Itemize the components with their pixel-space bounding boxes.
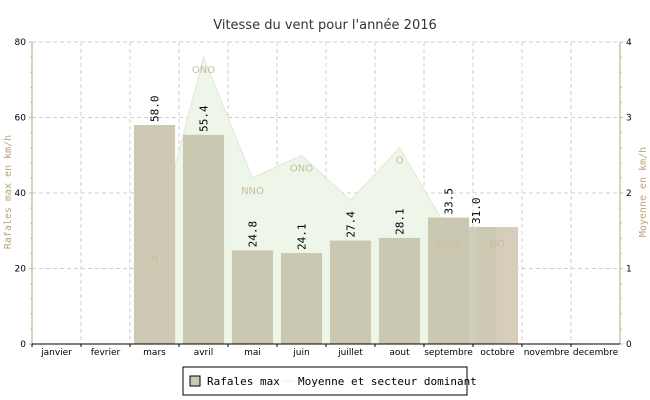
sector-label: ONO (192, 65, 215, 76)
bar (378, 237, 421, 344)
sector-label: NO (490, 239, 505, 250)
x-tick-label: mai (244, 348, 261, 358)
axes: 0 20 40 60 80 0 1 2 3 4 janvier fevrier mars avril mai… (15, 38, 632, 358)
x-tick-label: septembre (424, 348, 473, 358)
bar-value-label: 31.0 (470, 197, 483, 224)
x-tick-label: mars (143, 348, 166, 358)
sector-label: O (396, 156, 404, 167)
bar-value-label: 24.1 (296, 224, 309, 251)
bar-value-label: 55.4 (198, 105, 211, 132)
y-tick-label: 20 (15, 265, 27, 275)
legend-label-bars: Rafales max (207, 375, 280, 388)
x-tick-label: octobre (480, 348, 515, 358)
grid (32, 41, 620, 344)
x-tick-label: decembre (573, 348, 619, 358)
y2-tick-label: 0 (626, 340, 632, 350)
y-axis-label: Rafales max en km/h (3, 135, 14, 249)
bar (329, 240, 372, 344)
labels: 58.0 55.424.8 24.1 27.4 28.133.5 31.0NONONNOO… (149, 65, 506, 265)
legend-box (182, 366, 468, 396)
x-tick-label: janvier (40, 348, 72, 358)
y-tick-label: 60 (15, 114, 27, 124)
x-tick-label: avril (194, 348, 214, 358)
x-tick-label: juin (292, 348, 309, 358)
y-tick-label: 80 (15, 38, 27, 48)
x-tick-label: fevrier (91, 348, 121, 358)
sector-label: ONO (290, 163, 313, 174)
x-tick-label: aout (389, 348, 410, 358)
legend-label-area: Moyenne et secteur dominant (298, 375, 477, 388)
sector-label: NNO (241, 186, 264, 197)
bar-value-label: 28.1 (394, 208, 407, 235)
bar (280, 253, 323, 344)
y2-tick-label: 3 (626, 114, 632, 124)
bar (133, 125, 176, 344)
y2-tick-label: 2 (626, 189, 632, 199)
bar-value-label: 27.4 (345, 211, 358, 238)
y-tick-label: 0 (20, 340, 26, 350)
bar (455, 226, 497, 344)
bar-layer (133, 125, 519, 344)
y2-tick-label: 1 (626, 265, 632, 275)
x-tick-label: novembre (524, 348, 570, 358)
sector-label: N (151, 254, 158, 265)
y-tick-label: 40 (15, 189, 27, 199)
bar (231, 250, 274, 344)
bar (182, 134, 225, 344)
sector-label: ONO (437, 239, 460, 250)
bar-value-label: 58.0 (149, 96, 162, 123)
x-tick-label: juillet (337, 348, 363, 358)
y2-axis-label: Moyenne en km/h (638, 147, 649, 237)
chart-title: Vitesse du vent pour l'année 2016 (213, 18, 437, 33)
legend-swatch-bars (189, 375, 201, 387)
area-series-line (154, 55, 498, 246)
y2-tick-label: 4 (626, 38, 632, 48)
bar-value-label: 33.5 (443, 188, 456, 215)
legend: Rafales max Moyenne et secteur dominant (182, 366, 477, 396)
bar-value-label: 24.8 (247, 221, 260, 248)
